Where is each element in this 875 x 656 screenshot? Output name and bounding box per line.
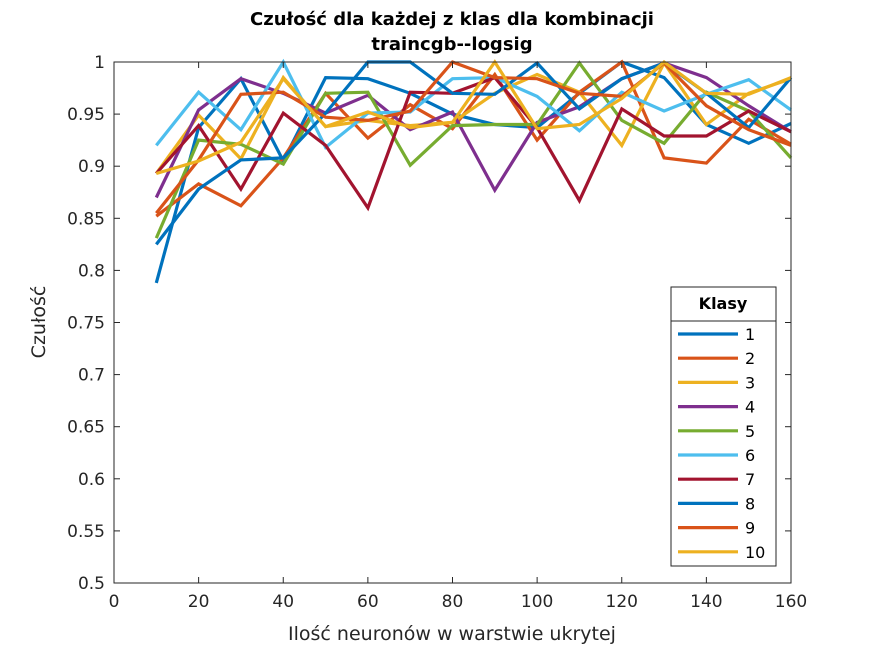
legend-box xyxy=(670,286,777,567)
y-tick-label: 0.6 xyxy=(78,470,105,490)
y-tick-label: 0.85 xyxy=(67,209,105,229)
axes-layer xyxy=(113,61,792,584)
y-tick-label: 0.55 xyxy=(67,522,105,542)
legend-label-3: 3 xyxy=(745,373,755,392)
legend-label-2: 2 xyxy=(745,349,755,368)
x-tick-label: 60 xyxy=(357,592,379,612)
legend-label-7: 7 xyxy=(745,470,755,489)
tick-labels: 0 20 40 60 80 100 120 140 160 0.5 0.55 0.6 0.65 0.7 0.… xyxy=(67,53,807,612)
y-tick-label: 0.75 xyxy=(67,314,105,334)
legend-label-9: 9 xyxy=(745,519,755,538)
x-tick-label: 120 xyxy=(606,592,638,612)
x-tick-label: 140 xyxy=(690,592,722,612)
x-tick-label: 160 xyxy=(775,592,807,612)
y-tick-label: 0.8 xyxy=(78,261,105,281)
x-axis-label: Ilość neuronów w warstwie ukrytej xyxy=(288,623,616,645)
series-line-2 xyxy=(155,59,792,218)
x-tick-label: 100 xyxy=(521,592,553,612)
series-line-4 xyxy=(154,61,792,199)
series-line-7 xyxy=(155,75,792,212)
x-tick-label: 40 xyxy=(272,592,294,612)
y-tick-label: 0.5 xyxy=(78,574,105,594)
series-line-9 xyxy=(155,60,792,215)
y-tick-label: 1 xyxy=(94,53,105,73)
legend-label-10: 10 xyxy=(745,543,765,562)
series-line-10 xyxy=(155,59,792,176)
series-layer xyxy=(154,58,793,284)
legend-label-6: 6 xyxy=(745,446,755,465)
series-line-3 xyxy=(155,59,792,175)
legend-label-5: 5 xyxy=(745,422,755,441)
x-tick-label: 20 xyxy=(188,592,210,612)
legend-label-8: 8 xyxy=(745,494,755,513)
y-tick-label: 0.65 xyxy=(67,418,105,438)
y-axis-label: Czułość xyxy=(28,286,50,359)
chart-title-line-1: Czułość dla każdej z klas dla kombinacji xyxy=(250,9,654,30)
x-tick-label: 0 xyxy=(109,592,120,612)
x-tick-label: 80 xyxy=(442,592,464,612)
y-tick-label: 0.95 xyxy=(67,105,105,125)
y-tick-label: 0.9 xyxy=(78,157,105,177)
legend-entries: 1 2 3 4 5 6 7 8 9 10 xyxy=(678,325,765,562)
legend-label-4: 4 xyxy=(745,398,755,417)
chart-title-line-2: traincgb--logsig xyxy=(371,34,532,55)
series-line-6 xyxy=(155,58,792,150)
y-tick-label: 0.7 xyxy=(78,366,105,386)
legend-label-1: 1 xyxy=(745,325,755,344)
legend-title: Klasy xyxy=(699,294,748,313)
legend: Klasy 1 2 3 4 5 6 7 8 9 10 xyxy=(670,286,777,567)
